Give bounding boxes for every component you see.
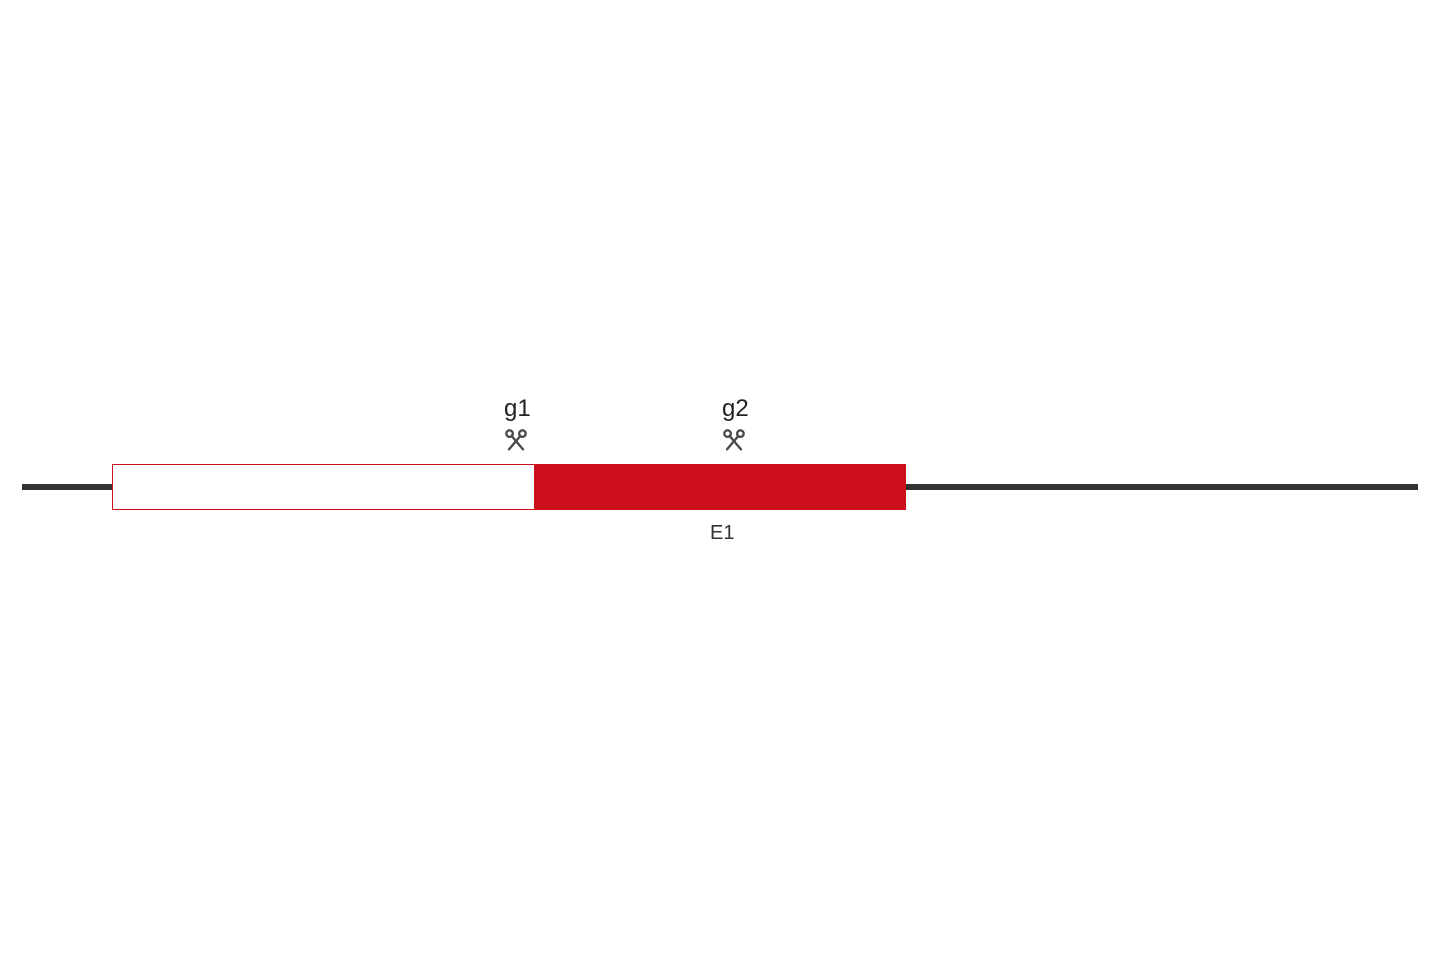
- scissors-icon: [502, 426, 530, 454]
- guide-label-g1: g1: [504, 395, 531, 423]
- utr-box: [112, 464, 535, 510]
- guide-label-g2: g2: [722, 395, 749, 423]
- scissors-icon: [720, 426, 748, 454]
- exon-label: E1: [710, 522, 734, 545]
- exon-box: [535, 464, 906, 510]
- gene-diagram: E1 g1 g2: [0, 0, 1440, 960]
